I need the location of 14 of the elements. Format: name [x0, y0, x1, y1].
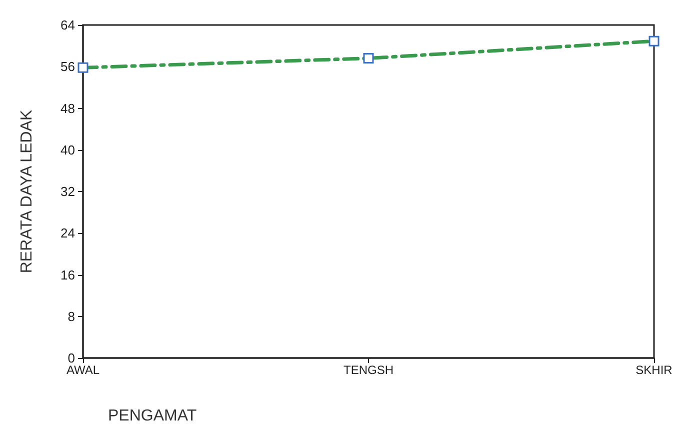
y-tick-label: 48 [60, 100, 75, 116]
y-tick-label: 8 [68, 308, 75, 324]
x-tick-label: SKHIR [636, 363, 673, 377]
x-axis-title: PENGAMAT [108, 408, 197, 424]
y-tick-label: 16 [60, 267, 75, 282]
y-tick-label: 40 [60, 142, 75, 158]
y-axis-title: RERATA DAYA LEDAK [18, 110, 36, 274]
y-tick-label: 32 [60, 184, 75, 199]
y-tick-label: 24 [60, 226, 75, 241]
y-tick-label: 64 [60, 18, 75, 32]
y-tick-label: 56 [60, 59, 75, 74]
y-tick-label: 0 [68, 350, 75, 366]
x-tick-label: AWAL [66, 363, 100, 377]
x-tick-label: TENGSH [343, 363, 394, 377]
